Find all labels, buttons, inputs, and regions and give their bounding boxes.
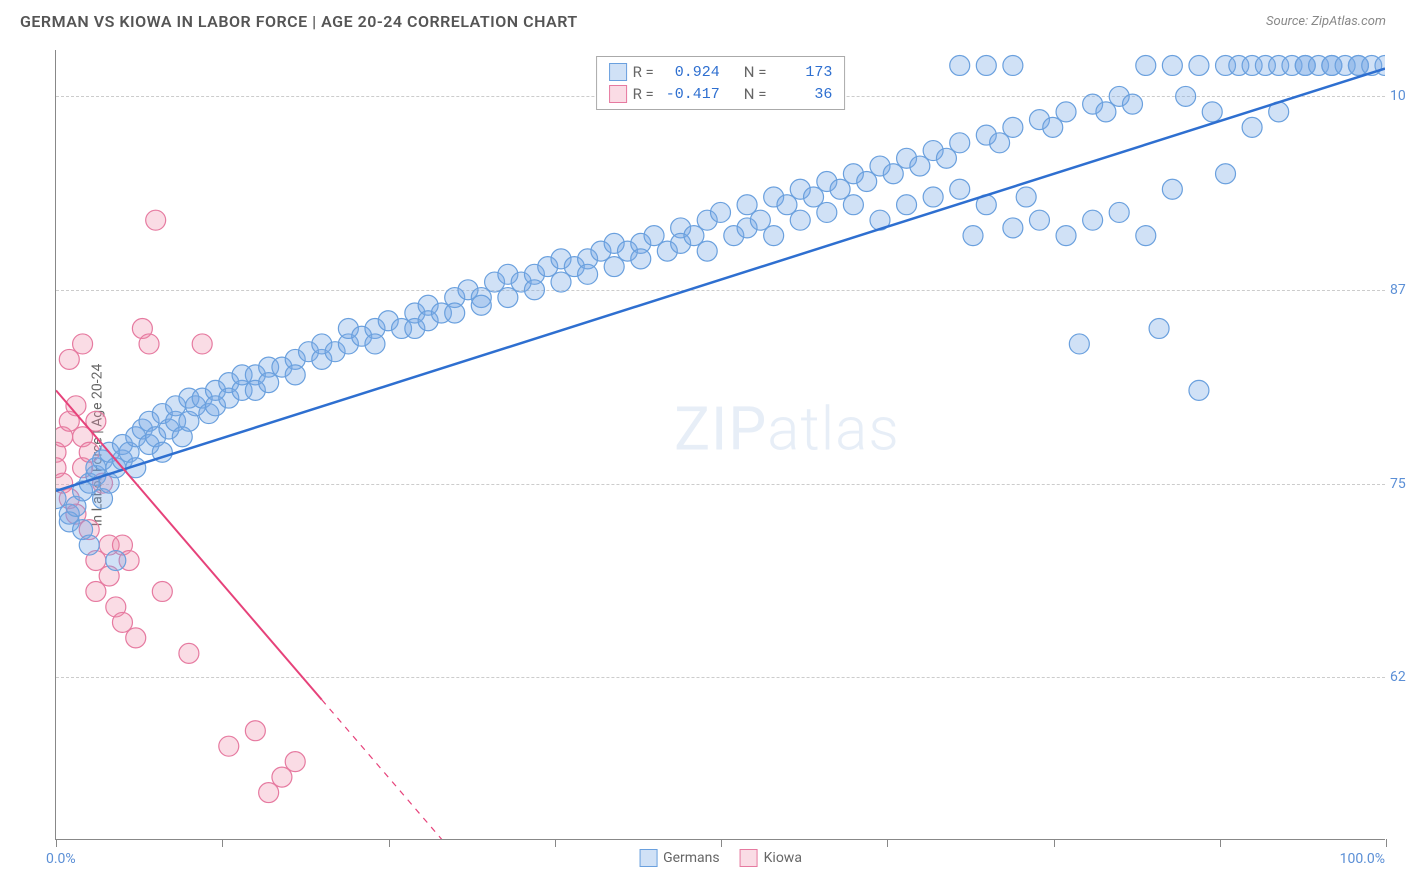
data-point — [764, 226, 784, 246]
data-point — [790, 210, 810, 230]
data-point — [843, 195, 863, 215]
legend-r-value: -0.417 — [660, 86, 720, 103]
y-tick-label: 87.5% — [1390, 282, 1406, 298]
legend-r-value: 0.924 — [660, 64, 720, 81]
x-tick — [887, 839, 888, 847]
data-point — [219, 736, 239, 756]
data-point — [1016, 187, 1036, 207]
data-point — [817, 202, 837, 222]
trend-line — [322, 700, 481, 839]
chart-source: Source: ZipAtlas.com — [1266, 14, 1386, 29]
data-point — [1003, 218, 1023, 238]
data-point — [950, 179, 970, 199]
chart-plot-area: In Labor Force | Age 20-24 ZIPatlas R =0… — [55, 50, 1385, 840]
x-tick — [56, 839, 57, 847]
data-point — [126, 628, 146, 648]
correlation-legend: R = 0.924 N = 173 R = -0.417 N = 36 — [596, 56, 846, 110]
legend-swatch — [740, 849, 758, 867]
chart-title: GERMAN VS KIOWA IN LABOR FORCE | AGE 20-… — [20, 12, 578, 31]
data-point — [73, 334, 93, 354]
data-point — [285, 752, 305, 772]
data-point — [1136, 226, 1156, 246]
data-point — [950, 133, 970, 153]
data-point — [1003, 55, 1023, 75]
y-tick-label: 75.0% — [1390, 476, 1406, 492]
data-point — [152, 581, 172, 601]
data-point — [1003, 117, 1023, 137]
data-point — [897, 195, 917, 215]
legend-swatch — [609, 63, 627, 81]
x-tick — [1386, 839, 1387, 847]
chart-header: GERMAN VS KIOWA IN LABOR FORCE | AGE 20-… — [0, 0, 1406, 39]
data-point — [1189, 55, 1209, 75]
legend-n-label: N = — [744, 63, 767, 81]
data-point — [192, 334, 212, 354]
data-point — [578, 264, 598, 284]
data-point — [1083, 210, 1103, 230]
series-legend: Germans Kiowa — [639, 849, 802, 867]
data-point — [1136, 55, 1156, 75]
legend-n-value: 36 — [772, 86, 832, 103]
data-point — [146, 210, 166, 230]
data-point — [365, 334, 385, 354]
legend-item: Germans — [639, 849, 720, 867]
trend-line — [56, 69, 1385, 491]
data-point — [631, 249, 651, 269]
x-tick — [1054, 839, 1055, 847]
data-point — [1162, 55, 1182, 75]
data-point — [1216, 164, 1236, 184]
legend-n-label: N = — [744, 85, 767, 103]
data-point — [1029, 210, 1049, 230]
data-point — [524, 280, 544, 300]
x-tick — [389, 839, 390, 847]
x-axis-max-label: 100.0% — [1340, 851, 1385, 867]
data-point — [179, 643, 199, 663]
data-point — [697, 241, 717, 261]
data-point — [1056, 226, 1076, 246]
data-point — [79, 535, 99, 555]
data-point — [106, 551, 126, 571]
data-point — [139, 334, 159, 354]
legend-row: R = 0.924 N = 173 — [609, 61, 833, 83]
y-tick-label: 62.5% — [1390, 669, 1406, 685]
x-tick — [555, 839, 556, 847]
data-point — [1176, 86, 1196, 106]
x-tick — [1220, 839, 1221, 847]
data-point — [285, 365, 305, 385]
legend-r-label: R = — [633, 85, 654, 103]
x-tick — [721, 839, 722, 847]
data-point — [1162, 179, 1182, 199]
scatter-svg — [56, 50, 1385, 839]
legend-r-label: R = — [633, 63, 654, 81]
legend-label: Germans — [663, 850, 720, 866]
data-point — [923, 187, 943, 207]
data-point — [976, 55, 996, 75]
legend-row: R = -0.417 N = 36 — [609, 83, 833, 105]
data-point — [1056, 102, 1076, 122]
y-tick-label: 100.0% — [1390, 88, 1406, 104]
data-point — [471, 295, 491, 315]
data-point — [711, 202, 731, 222]
data-point — [445, 303, 465, 323]
data-point — [963, 226, 983, 246]
data-point — [1122, 94, 1142, 114]
x-axis-min-label: 0.0% — [46, 851, 76, 867]
data-point — [245, 721, 265, 741]
data-point — [1109, 202, 1129, 222]
legend-swatch — [639, 849, 657, 867]
legend-swatch — [609, 85, 627, 103]
legend-item: Kiowa — [740, 849, 802, 867]
data-point — [950, 55, 970, 75]
data-point — [1069, 334, 1089, 354]
x-tick — [222, 839, 223, 847]
data-point — [1242, 117, 1262, 137]
data-point — [1202, 102, 1222, 122]
legend-label: Kiowa — [764, 850, 802, 866]
data-point — [1189, 380, 1209, 400]
legend-n-value: 173 — [772, 64, 832, 81]
data-point — [1149, 318, 1169, 338]
